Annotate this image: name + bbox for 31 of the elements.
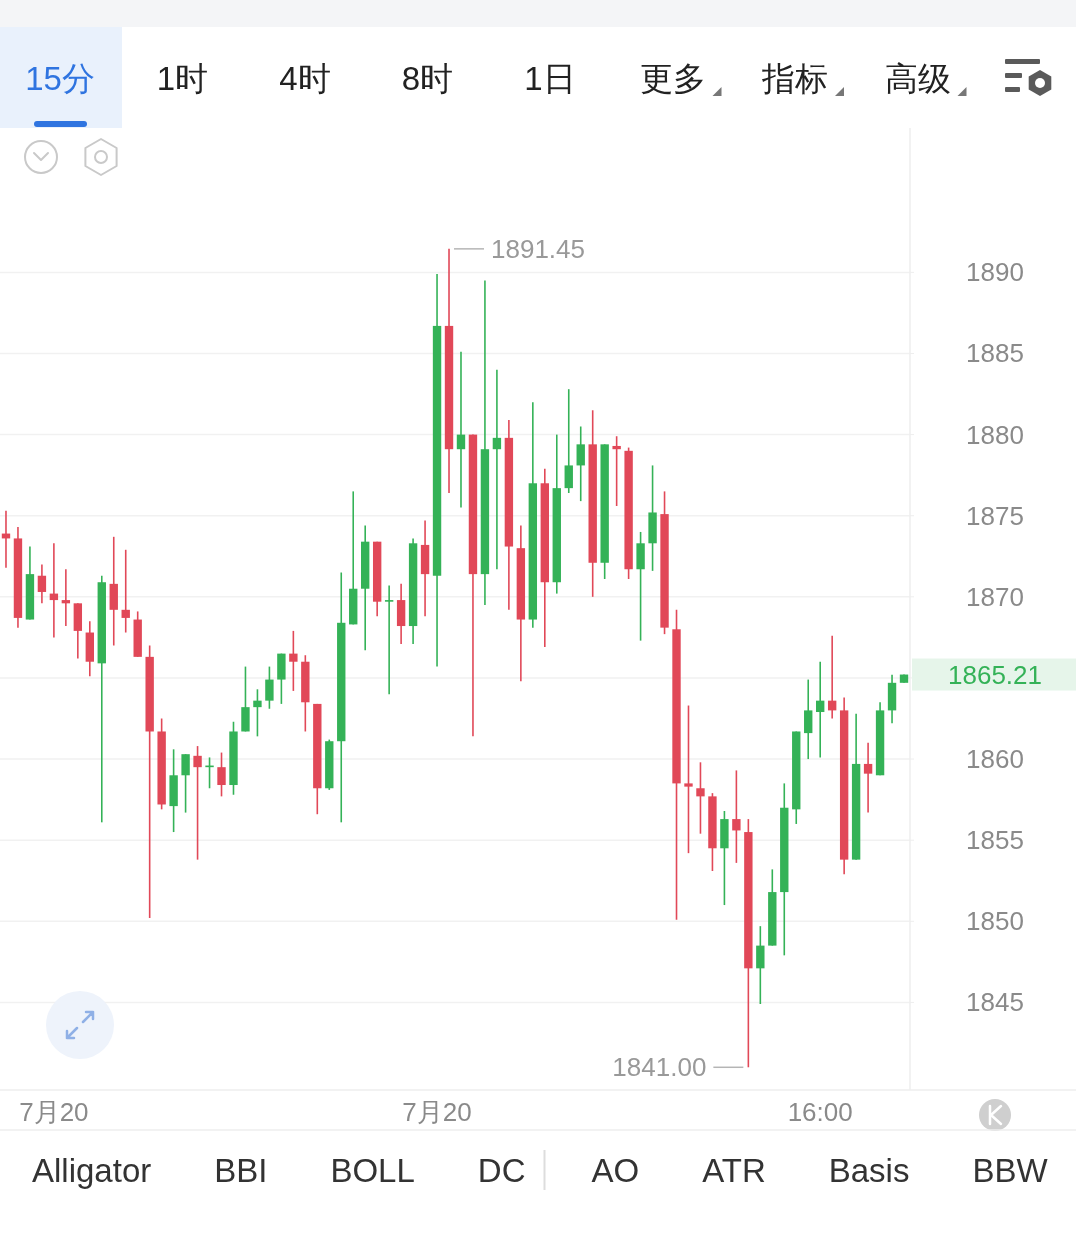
annotation: 1841.00 <box>612 1052 707 1083</box>
text: 更多 <box>639 59 706 97</box>
text: 高级 <box>884 59 951 97</box>
x-tick-label: 7月20 <box>19 1097 89 1127</box>
text: 1日 <box>524 59 576 97</box>
y-tick-label: 1885 <box>966 338 1024 369</box>
text: 4时 <box>279 59 331 97</box>
x-tick-label: 7月20 <box>402 1097 472 1127</box>
text: Basis <box>828 1151 910 1189</box>
y-tick-label: 1875 <box>966 500 1024 531</box>
annotation: 1891.45 <box>491 233 585 264</box>
x-tick-label: 16:00 <box>787 1097 853 1127</box>
text: BBI <box>214 1151 268 1189</box>
y-tick-label: 1880 <box>966 419 1024 450</box>
y-tick-label: 1850 <box>966 906 1024 937</box>
text: 指标 <box>761 59 828 97</box>
text: 15分 <box>25 59 95 97</box>
y-tick-label: 1870 <box>966 581 1024 612</box>
text: BOLL <box>330 1151 415 1189</box>
text: BBW <box>972 1151 1049 1189</box>
text: 8时 <box>401 59 454 97</box>
price-tag: 1865.21 <box>912 658 1076 691</box>
y-tick-label: 1845 <box>966 987 1024 1018</box>
text: ATR <box>702 1151 766 1189</box>
y-tick-label: 1855 <box>966 825 1024 856</box>
text: Alligator <box>32 1151 152 1189</box>
text: 1时 <box>156 59 209 97</box>
text: AO <box>591 1151 640 1189</box>
y-tick-label: 1890 <box>966 257 1024 288</box>
y-tick-label: 1860 <box>966 744 1024 775</box>
text: DC <box>477 1151 526 1189</box>
